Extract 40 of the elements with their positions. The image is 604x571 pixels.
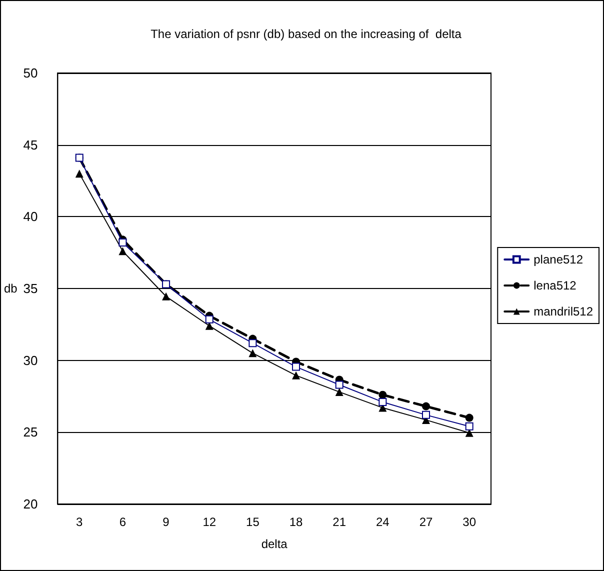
y-tick-label: 40 [23,209,38,224]
y-axis-title: db [4,282,18,296]
point [335,388,344,396]
y-tick-label: 30 [23,352,38,368]
point [248,349,257,358]
legend-label: lena512 [534,278,577,292]
point [205,315,214,324]
point [118,238,127,247]
point [75,170,84,178]
x-tick-label: 18 [289,515,304,529]
point [378,398,387,406]
point [465,422,474,430]
chart-title: The variation of psnr (db) based on the increasing of delta [150,27,462,41]
x-tick-label: 12 [202,515,216,529]
point [465,414,474,422]
point [118,247,127,256]
x-tick-label: 3 [76,515,84,529]
point [335,380,344,389]
x-tick-label: 9 [162,515,170,529]
x-tick-label: 27 [419,515,433,529]
point [248,339,257,348]
point [422,402,430,410]
point [378,390,387,399]
y-tick-label: 50 [23,66,38,80]
y-tick-label: 20 [23,496,38,512]
legend-label: plane512 [534,252,584,266]
x-tick-label: 15 [246,515,260,529]
y-tick-label: 25 [23,424,38,440]
point [292,371,300,380]
point [422,410,430,419]
y-tick-label: 35 [23,281,38,296]
x-tick-label: 30 [462,515,476,529]
x-tick-label: 24 [376,515,390,529]
point [162,292,170,300]
x-tick-label: 6 [119,515,126,529]
point [292,362,300,371]
x-tick-label: 21 [332,515,346,529]
y-tick-label: 45 [23,137,38,152]
legend-label: mandril512 [534,304,594,318]
x-axis-title: delta [261,537,288,551]
